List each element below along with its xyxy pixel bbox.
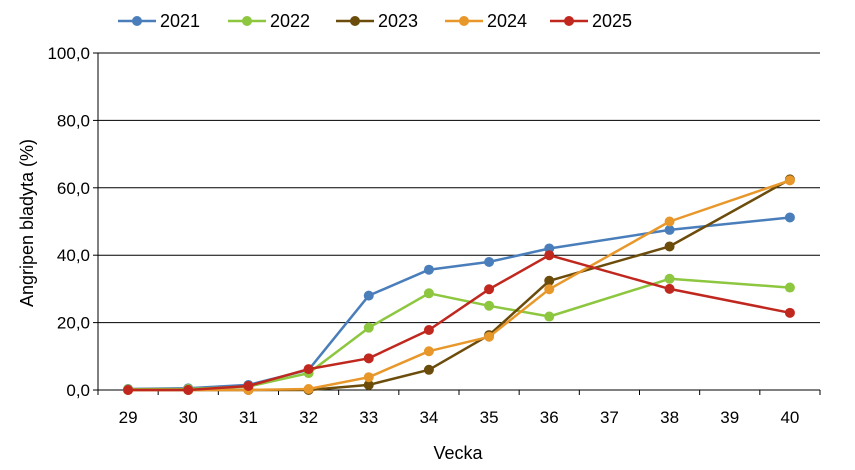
- data-point: [784, 282, 795, 293]
- x-axis-title: Vecka: [433, 443, 483, 463]
- data-point: [123, 385, 134, 395]
- legend-label: 2025: [592, 11, 632, 31]
- legend-marker: [350, 16, 360, 26]
- data-point: [363, 372, 374, 383]
- data-point: [544, 311, 555, 322]
- y-tick-label: 20,0: [57, 314, 90, 333]
- y-tick-label: 0,0: [66, 381, 90, 400]
- data-point: [664, 241, 675, 252]
- data-point: [363, 322, 374, 333]
- series-2021: [123, 212, 795, 394]
- data-point: [243, 380, 254, 391]
- x-tick-label: 30: [179, 408, 198, 427]
- series-line: [128, 216, 791, 391]
- data-point: [784, 307, 795, 318]
- data-point: [363, 290, 374, 301]
- x-tick-label: 32: [299, 408, 318, 427]
- legend-item: 2025: [550, 11, 632, 31]
- data-point: [784, 175, 795, 186]
- series-2022: [123, 273, 795, 395]
- legend-marker: [564, 16, 574, 26]
- data-point: [423, 288, 434, 299]
- y-tick-label: 100,0: [47, 44, 90, 63]
- x-tick-label: 31: [239, 408, 258, 427]
- data-point: [664, 273, 675, 284]
- series-line: [128, 178, 791, 392]
- series-2023: [123, 174, 795, 395]
- data-point: [303, 364, 314, 375]
- x-tick-label: 34: [419, 408, 438, 427]
- data-point: [484, 300, 495, 311]
- x-tick-label: 35: [480, 408, 499, 427]
- x-tick-label: 38: [660, 408, 679, 427]
- data-point: [484, 331, 495, 342]
- x-tick-label: 36: [540, 408, 559, 427]
- legend-marker: [459, 16, 469, 26]
- series-line: [128, 179, 791, 392]
- x-tick-label: 37: [600, 408, 619, 427]
- x-tick-label: 40: [780, 408, 799, 427]
- legend-label: 2022: [270, 11, 310, 31]
- data-point: [303, 383, 314, 394]
- data-point: [423, 364, 434, 375]
- y-tick-label: 40,0: [57, 246, 90, 265]
- legend-label: 2021: [160, 11, 200, 31]
- series-2024: [123, 175, 795, 395]
- data-point: [664, 216, 675, 227]
- legend-label: 2024: [487, 11, 527, 31]
- data-point: [544, 250, 555, 261]
- axes: 0,0 20,0 40,0 60,0 80,0 100,0 29 30 31 32 33 34 35 36…: [47, 44, 821, 427]
- legend-marker: [132, 16, 142, 26]
- data-point: [183, 385, 194, 395]
- data-point: [784, 212, 795, 223]
- x-tick-label: 29: [119, 408, 138, 427]
- series-2025: [123, 250, 795, 395]
- data-point: [363, 379, 374, 390]
- x-tick-label: 33: [359, 408, 378, 427]
- data-point: [664, 224, 675, 235]
- data-point: [664, 283, 675, 294]
- data-point: [423, 264, 434, 275]
- data-point: [484, 256, 495, 267]
- series-line: [128, 277, 790, 391]
- y-tick-label: 80,0: [57, 111, 90, 130]
- legend-label: 2023: [378, 11, 418, 31]
- series-line: [128, 253, 791, 392]
- data-point: [423, 346, 434, 357]
- legend-item: 2021: [118, 11, 200, 31]
- y-tick-label: 60,0: [57, 179, 90, 198]
- y-axis-title: Angripen bladyta (%): [17, 139, 37, 307]
- legend-item: 2024: [445, 11, 527, 31]
- x-tick-label: 39: [720, 408, 739, 427]
- legend: 2021 2022 2023 2024 2025: [118, 11, 632, 31]
- grid: [98, 52, 820, 324]
- series-layer: [123, 174, 795, 395]
- legend-item: 2023: [336, 11, 418, 31]
- data-point: [423, 325, 434, 336]
- data-point: [544, 275, 555, 286]
- legend-marker: [242, 16, 252, 26]
- data-point: [544, 284, 555, 295]
- legend-item: 2022: [228, 11, 310, 31]
- data-point: [484, 284, 495, 295]
- data-point: [363, 353, 374, 364]
